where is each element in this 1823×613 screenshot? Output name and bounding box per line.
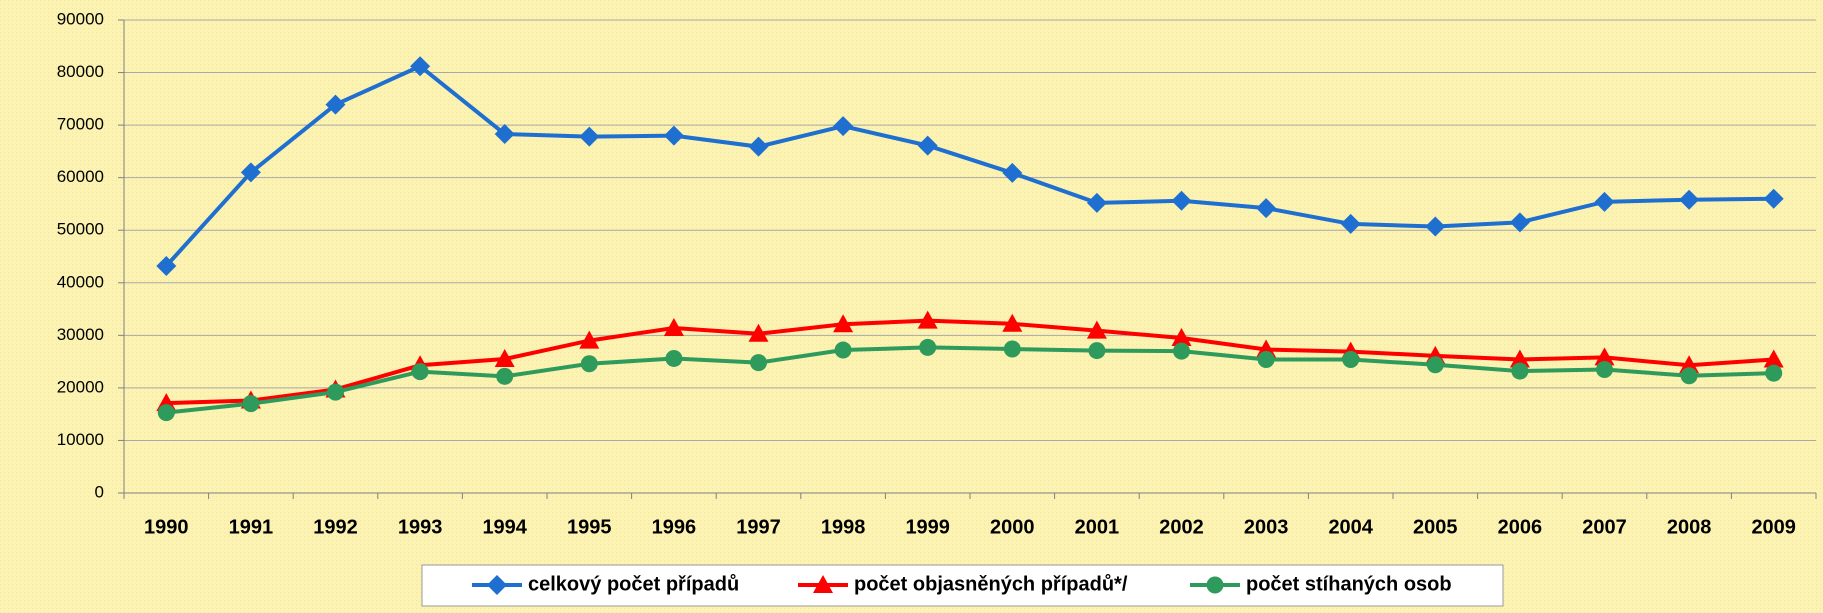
y-tick-label: 40000 xyxy=(57,272,104,291)
y-tick-label: 80000 xyxy=(57,62,104,81)
y-tick-label: 30000 xyxy=(57,325,104,344)
data-point xyxy=(1509,349,1530,368)
x-tick-label: 1990 xyxy=(144,516,189,538)
x-tick-label: 1998 xyxy=(821,516,866,538)
data-point xyxy=(833,116,854,137)
y-tick-label: 20000 xyxy=(57,377,104,396)
data-point xyxy=(917,135,938,156)
data-point xyxy=(411,363,429,381)
data-point xyxy=(157,404,175,422)
data-point xyxy=(748,136,769,157)
data-point xyxy=(1679,355,1700,374)
x-tick-label: 1994 xyxy=(482,516,527,538)
data-point xyxy=(834,341,852,359)
data-point xyxy=(663,125,684,146)
data-point xyxy=(1257,351,1275,369)
data-point xyxy=(748,323,769,342)
data-point xyxy=(1594,191,1615,212)
y-tick-label: 60000 xyxy=(57,167,104,186)
data-point xyxy=(1594,347,1615,366)
legend-marker xyxy=(487,575,507,595)
y-tick-label: 70000 xyxy=(57,115,104,134)
series-line xyxy=(164,63,1774,268)
data-point xyxy=(1509,212,1530,233)
x-tick-label: 2003 xyxy=(1244,516,1289,538)
data-point xyxy=(1763,188,1784,209)
y-tick-label: 0 xyxy=(95,482,104,501)
data-point xyxy=(1763,349,1784,368)
data-point xyxy=(750,354,767,372)
data-point xyxy=(325,94,346,115)
data-point xyxy=(1171,190,1192,211)
data-point xyxy=(1002,162,1023,183)
data-point xyxy=(665,349,683,367)
y-tick-label: 90000 xyxy=(57,9,104,28)
x-tick-label: 2001 xyxy=(1075,516,1120,538)
data-point xyxy=(1679,189,1700,210)
data-point xyxy=(1171,327,1192,346)
x-tick-label: 2005 xyxy=(1413,516,1458,538)
data-point xyxy=(1765,364,1783,382)
data-point xyxy=(579,126,600,147)
data-point xyxy=(917,310,938,329)
legend-label: celkový počet případů xyxy=(528,573,739,595)
x-tick-label: 1996 xyxy=(652,516,697,538)
x-tick-label: 2002 xyxy=(1159,516,1204,538)
x-tick-label: 2008 xyxy=(1667,516,1712,538)
x-tick-label: 2000 xyxy=(990,516,1035,538)
data-point xyxy=(156,255,177,276)
data-point xyxy=(1425,216,1446,237)
data-point xyxy=(327,383,344,401)
y-tick-label: 10000 xyxy=(57,430,104,449)
y-tick-label: 50000 xyxy=(57,220,104,239)
series-line xyxy=(166,345,1774,415)
legend-label: počet objasněných případů*/ xyxy=(854,573,1128,595)
data-point xyxy=(1003,340,1021,358)
data-point xyxy=(1680,367,1698,385)
x-tick-label: 2009 xyxy=(1751,516,1796,538)
data-point xyxy=(1426,356,1444,374)
x-tick-label: 1995 xyxy=(567,516,612,538)
data-point xyxy=(242,395,260,413)
x-tick-label: 1997 xyxy=(736,516,781,538)
legend-box xyxy=(421,564,1504,607)
data-point xyxy=(833,314,854,333)
data-point xyxy=(1088,342,1106,360)
data-point xyxy=(1086,192,1107,213)
x-tick-label: 1999 xyxy=(905,516,950,538)
data-point xyxy=(663,317,684,336)
data-point xyxy=(494,124,515,145)
data-point xyxy=(494,348,515,367)
legend-label: počet stíhaných osob xyxy=(1246,573,1452,595)
legend-marker xyxy=(1206,576,1224,594)
x-tick-label: 1992 xyxy=(313,516,358,538)
x-tick-label: 2006 xyxy=(1498,516,1543,538)
x-tick-label: 2004 xyxy=(1328,516,1373,538)
data-point xyxy=(919,338,937,356)
x-tick-label: 1993 xyxy=(398,516,443,538)
legend-marker xyxy=(813,575,833,593)
x-tick-label: 1991 xyxy=(229,516,274,538)
data-point xyxy=(410,56,431,77)
data-point xyxy=(1596,360,1613,378)
x-tick-label: 2007 xyxy=(1582,516,1627,538)
data-point xyxy=(496,367,514,385)
data-point xyxy=(580,355,598,373)
data-point xyxy=(1173,342,1190,360)
data-point xyxy=(579,330,600,349)
data-point xyxy=(1342,351,1360,369)
data-point xyxy=(240,162,261,183)
data-point xyxy=(1256,198,1277,219)
series-line xyxy=(166,318,1774,406)
data-point xyxy=(1002,313,1023,332)
data-point xyxy=(1340,213,1361,234)
data-point xyxy=(1511,362,1529,380)
data-point xyxy=(1086,320,1107,339)
